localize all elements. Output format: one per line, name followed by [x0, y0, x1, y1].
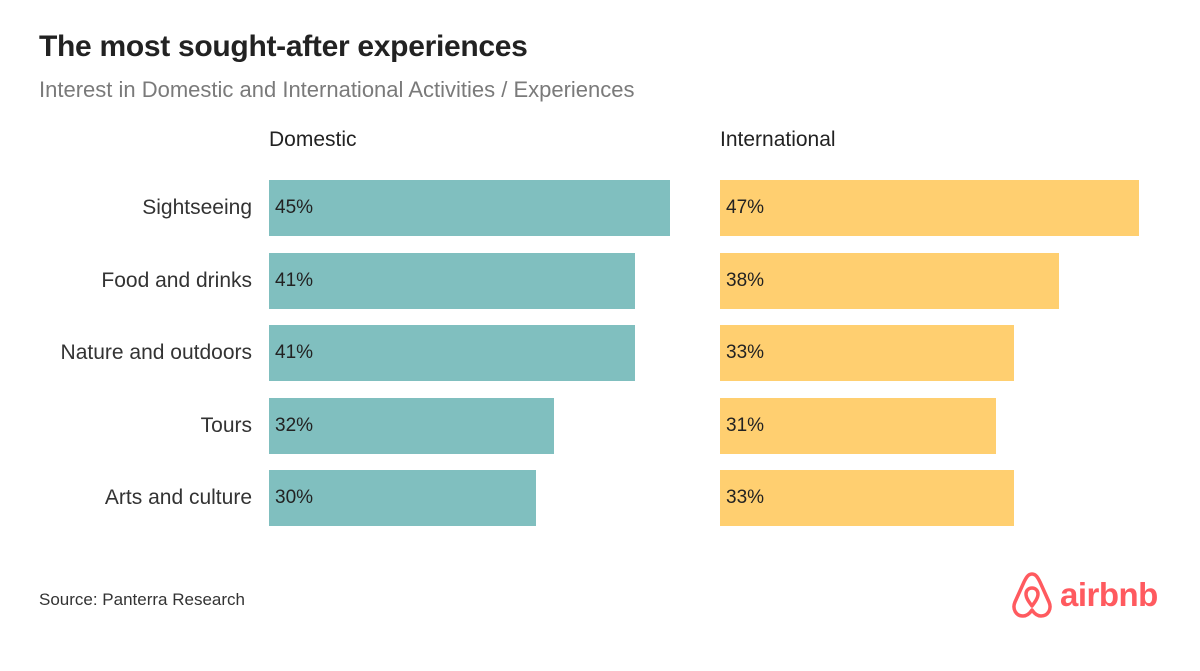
- airbnb-logo: airbnb: [1010, 570, 1158, 620]
- bar-value-label: 45%: [275, 197, 314, 218]
- bar-value-label: 31%: [726, 414, 765, 436]
- domestic-bar: 45%: [269, 180, 671, 236]
- domestic-series-heading: Domestic: [269, 128, 357, 151]
- airbnb-belo-icon: [1012, 572, 1052, 618]
- category-label: Food and drinks: [101, 268, 252, 292]
- category-label: Sightseeing: [142, 196, 252, 219]
- bar-value-label: 41%: [275, 269, 314, 291]
- international-bar: 38%: [720, 252, 1059, 309]
- category-label: Nature and outdoors: [60, 341, 252, 365]
- bar-value-label: 38%: [726, 269, 765, 291]
- international-series-heading: International: [720, 128, 836, 151]
- category-label: Tours: [200, 413, 252, 437]
- source-note: Source: Panterra Research: [39, 590, 245, 609]
- domestic-bar: 30%: [269, 470, 537, 527]
- bar-value-label: 47%: [726, 197, 765, 218]
- chart-title: The most sought-after experiences: [39, 30, 528, 63]
- category-label: Arts and culture: [104, 486, 252, 510]
- airbnb-wordmark: airbnb: [1060, 576, 1158, 613]
- chart-subtitle: Interest in Domestic and International A…: [39, 77, 635, 102]
- international-bar: 33%: [720, 470, 1015, 527]
- international-bar: 47%: [720, 180, 1139, 236]
- bar-value-label: 33%: [726, 487, 765, 509]
- domestic-bar: 41%: [269, 252, 635, 309]
- international-bar: 31%: [720, 397, 997, 454]
- domestic-bar: 41%: [269, 325, 635, 382]
- international-bar: 33%: [720, 325, 1015, 382]
- domestic-bar: 32%: [269, 397, 555, 454]
- bar-value-label: 41%: [275, 342, 314, 364]
- bar-value-label: 32%: [275, 414, 314, 436]
- bar-value-label: 30%: [275, 487, 314, 509]
- bar-value-label: 33%: [726, 342, 765, 364]
